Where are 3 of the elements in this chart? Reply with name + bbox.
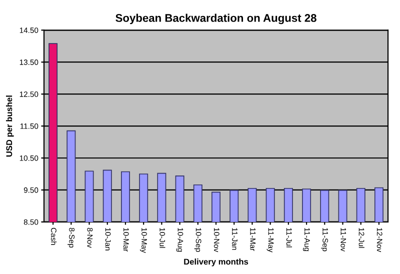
x-axis-title: Delivery months <box>184 258 248 266</box>
y-axis-title: USD per bushel <box>6 96 14 157</box>
chart-title: Soybean Backwardation on August 28 <box>116 14 316 24</box>
